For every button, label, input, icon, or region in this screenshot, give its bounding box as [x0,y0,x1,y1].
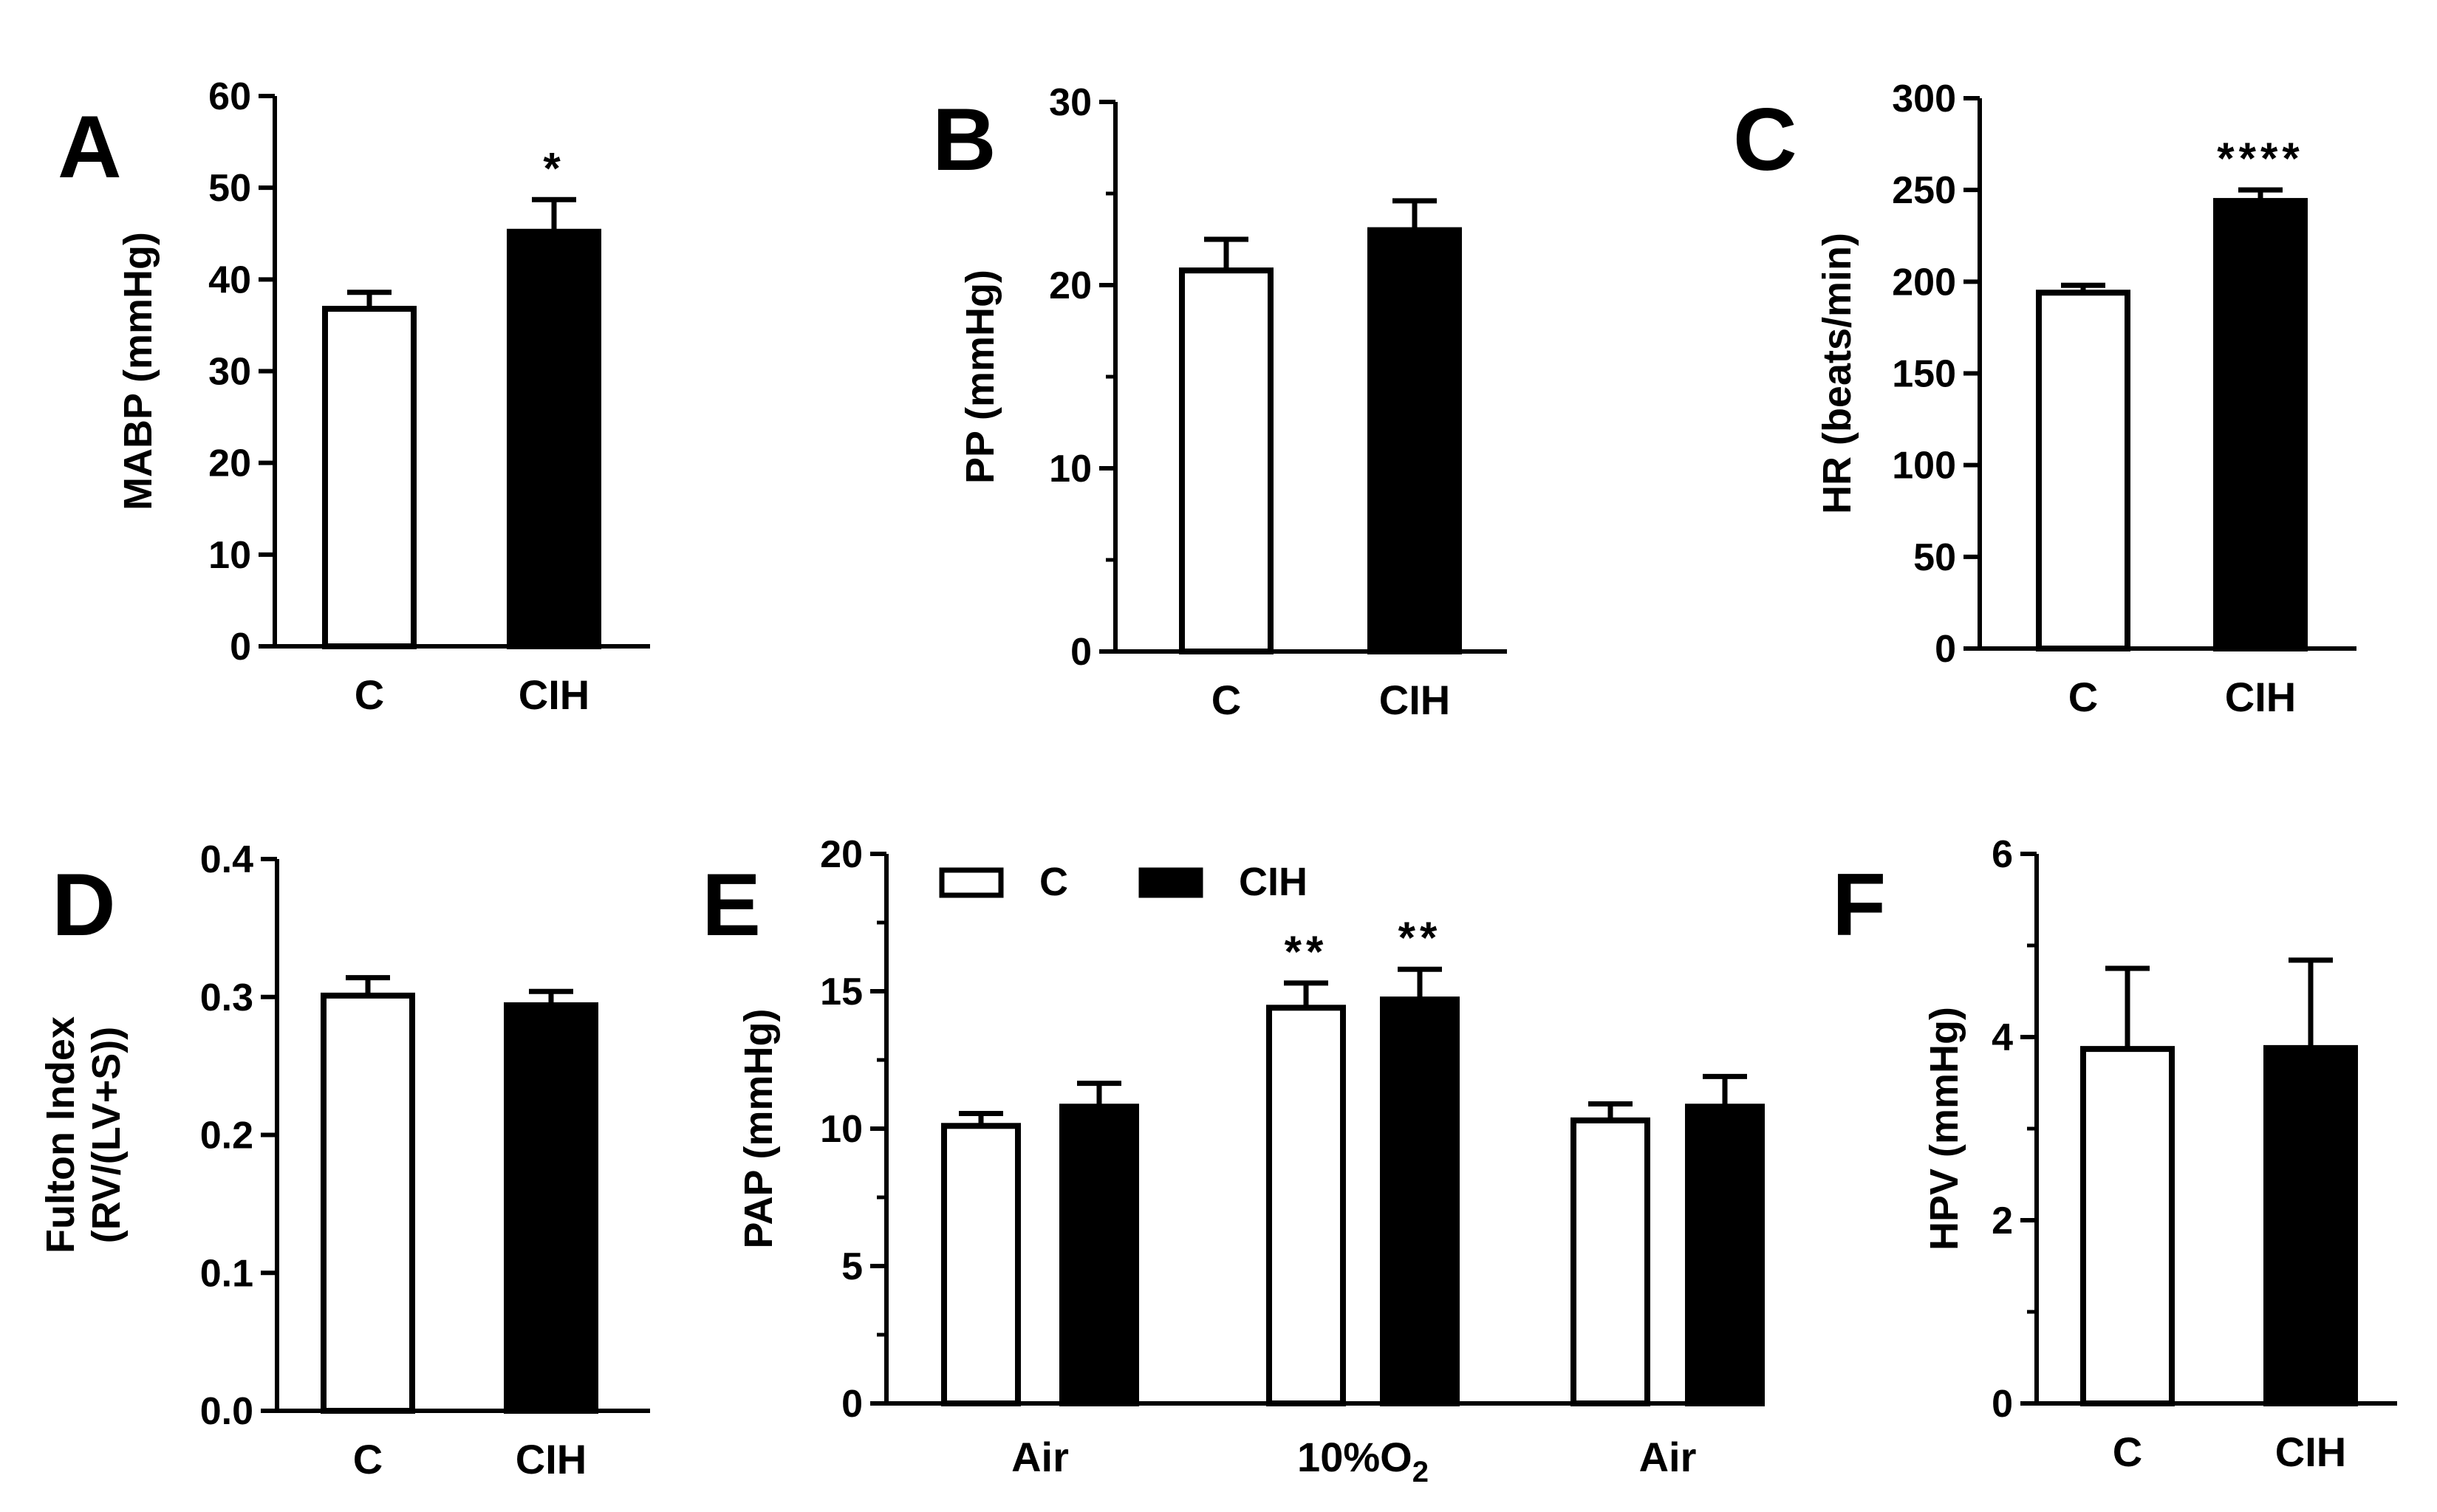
x-tick-label: C [353,1436,383,1482]
panel-c: C 0 50 100 150 200 250 300 HR (beats/min) C **** CI… [1733,78,2356,720]
y-axis-title: Fulton Index [38,1016,83,1253]
y-tick-label: 0 [1070,631,1092,674]
y-tick-label: 300 [1892,78,1956,120]
panel-label: E [702,855,761,954]
y-tick-label: 0.4 [200,838,253,881]
bar [941,1123,1021,1407]
y-tick-label: 15 [820,971,863,1013]
bar [2080,1046,2175,1406]
y-tick-label: 60 [208,75,251,118]
y-tick-label: 0.2 [200,1115,253,1157]
legend-swatch [939,867,1004,898]
y-tick-label: 10 [208,534,251,577]
x-tick-label: 10%O2 [1297,1434,1429,1488]
x-tick-label: C [2113,1429,2142,1475]
x-tick-label: CIH [519,671,589,718]
y-tick-label: 30 [208,351,251,394]
bar [1380,996,1460,1407]
y-tick-label: 20 [820,833,863,876]
panel-label: D [52,855,116,954]
panel-label: B [932,90,997,189]
bar [322,306,417,649]
y-tick-label: 0 [1992,1383,2013,1426]
y-tick-label: 10 [820,1108,863,1151]
panel-e: E 0 5 10 15 20 PAP (mmHg) Air ** ** 10%O2 Air C CIH [702,833,1765,1488]
y-tick-label: 20 [1049,264,1092,307]
y-tick-label: 50 [1913,536,1956,579]
bar [321,992,415,1414]
significance-marker: ** [1398,913,1442,962]
y-tick-label: 250 [1892,169,1956,212]
panel-a: A 0 10 20 30 40 50 60 MABP (mmHg) C * CIH [58,75,650,718]
y-tick-label: 0 [1935,628,1956,671]
y-axis-title: PP (mmHg) [958,270,1002,484]
significance-marker: ** [1285,927,1328,976]
bar [2213,198,2308,652]
x-tick-label: C [1211,677,1241,723]
bar [1179,267,1274,655]
y-tick-label: 40 [208,259,251,301]
panel-d: D 0.0 0.1 0.2 0.3 0.4 Fulton Index (RV/(LV+S)) C… [38,838,650,1482]
y-tick-label: 0.3 [200,976,253,1019]
bar [1685,1104,1765,1406]
y-tick-label: 10 [1049,448,1092,490]
y-axis-title: (RV/(LV+S)) [84,1027,129,1244]
x-tick-label: CIH [2225,674,2296,720]
x-tick-label: CIH [516,1436,587,1482]
bar [2263,1044,2358,1406]
panel-label: F [1832,855,1886,954]
panel-f: F 0 2 4 6 HPV (mmHg) C CIH [1832,833,2397,1475]
y-tick-label: 5 [841,1245,863,1288]
y-axis-title: HR (beats/min) [1815,233,1859,514]
y-axis-title: MABP (mmHg) [116,232,160,510]
y-tick-label: 200 [1892,261,1956,304]
y-tick-label: 50 [208,167,251,210]
bar [507,228,601,649]
y-tick-label: 20 [208,442,251,485]
panel-label: C [1733,90,1797,189]
bar [1266,1005,1346,1406]
subscript: 2 [1412,1456,1429,1488]
bar [1367,227,1462,655]
x-tick-label: CIH [2275,1429,2346,1475]
x-tick-label: CIH [1379,677,1450,723]
bar [504,1002,598,1414]
legend-swatch [1138,867,1203,898]
y-axis-title: HPV (mmHg) [1922,1007,1966,1251]
y-tick-label: 30 [1049,81,1092,124]
bar [1059,1104,1139,1406]
y-tick-label: 0 [841,1383,863,1426]
y-tick-label: 4 [1992,1016,2013,1059]
y-tick-label: 100 [1892,445,1956,488]
legend-label: CIH [1239,860,1308,904]
y-tick-label: 0.1 [200,1252,253,1295]
x-tick-label: Air [1639,1434,1697,1480]
y-tick-label: 150 [1892,353,1956,396]
y-tick-label: 6 [1992,833,2013,876]
x-tick-label: Air [1011,1434,1069,1480]
bar [2036,290,2130,651]
y-tick-label: 0 [230,626,251,668]
x-tick-label: C [2068,674,2098,720]
bar [1570,1117,1650,1406]
y-axis-title: PAP (mmHg) [736,1008,781,1248]
y-tick-label: 0.0 [200,1390,253,1433]
x-tick-label: C [355,671,384,718]
y-tick-label: 2 [1992,1200,2013,1242]
legend-label: C [1039,860,1068,904]
panel-b: B 0 10 20 30 PP (mmHg) C CIH [932,81,1507,723]
significance-marker: **** [2217,134,2303,183]
panel-label: A [58,98,122,196]
significance-marker: * [543,143,564,193]
